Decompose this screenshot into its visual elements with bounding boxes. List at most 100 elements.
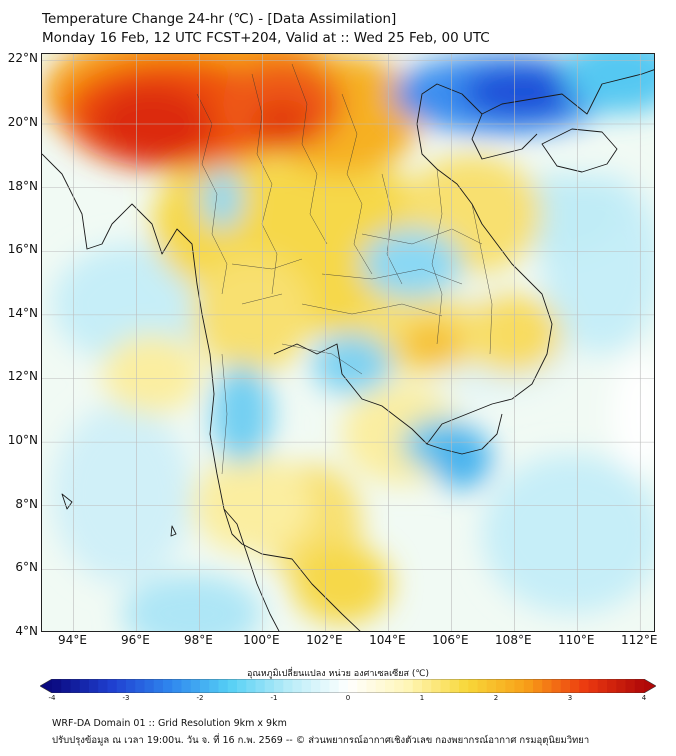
colorbar-segment	[570, 679, 580, 693]
colorbar-segment	[98, 679, 108, 693]
colorbar-segment	[311, 679, 321, 693]
colorbar-segment	[625, 679, 636, 693]
colorbar	[40, 679, 656, 693]
colorbar-segment	[440, 679, 451, 693]
colorbar-segment	[505, 679, 515, 693]
colorbar-segment	[588, 679, 599, 693]
latitude-label: 6°N	[15, 560, 38, 575]
colorbar-segment	[385, 679, 395, 693]
longitude-label: 100°E	[243, 633, 280, 647]
colorbar-segment	[348, 679, 358, 693]
colorbar-segment	[579, 679, 589, 693]
longitude-label: 98°E	[183, 633, 213, 647]
latitude-label: 16°N	[7, 242, 38, 257]
colorbar-title: อุณหภูมิเปลี่ยนแปลง หน่วย องศาเซลเซียส (…	[246, 669, 430, 679]
colorbar-segment	[338, 679, 349, 693]
colorbar-segment	[227, 679, 238, 693]
latitude-label: 4°N	[15, 624, 38, 638]
colorbar-segment	[283, 679, 293, 693]
colorbar-tick-label: 0	[345, 694, 351, 702]
colorbar-tick-label: 2	[493, 694, 499, 702]
colorbar-segment	[597, 679, 608, 693]
colorbar-segment	[320, 679, 330, 693]
colorbar-segment	[542, 679, 552, 693]
colorbar-segment	[190, 679, 201, 693]
colorbar-segment	[181, 679, 192, 693]
latitude-label: 14°N	[7, 305, 38, 320]
colorbar-min-arrow	[40, 679, 52, 693]
longitude-label: 112°E	[621, 633, 658, 647]
coastlines	[42, 69, 654, 631]
latitude-label: 8°N	[15, 496, 38, 511]
colorbar-segment	[616, 679, 626, 693]
longitude-label: 110°E	[558, 633, 595, 647]
temperature-field	[42, 54, 654, 631]
footer-model-info: WRF-DA Domain 01 :: Grid Resolution 9km …	[52, 718, 287, 729]
colorbar-max-arrow	[644, 679, 656, 693]
longitude-label: 94°E	[58, 633, 87, 647]
colorbar-segment	[449, 679, 460, 693]
colorbar-segment	[126, 679, 136, 693]
colorbar-tick-label: -1	[270, 694, 278, 702]
colorbar-segment	[551, 679, 562, 693]
colorbar-segment	[366, 679, 377, 693]
colorbar-segment	[431, 679, 441, 693]
colorbar-segment	[468, 679, 478, 693]
colorbar-segment	[329, 679, 340, 693]
colorbar-segment	[514, 679, 525, 693]
latitude-label: 10°N	[7, 433, 38, 448]
footer-credit: ปรับปรุงข้อมูล ณ เวลา 19:00น. วัน จ. ที่…	[52, 735, 590, 746]
colorbar-segment	[172, 679, 182, 693]
colorbar-tick-label: 4	[641, 694, 647, 702]
colorbar-segment	[237, 679, 247, 693]
map-title: Temperature Change 24-hr (℃) - [Data Ass…	[42, 11, 397, 27]
colorbar-segment	[301, 679, 312, 693]
colorbar-segment	[274, 679, 284, 693]
colorbar-segment	[403, 679, 414, 693]
latitude-label: 20°N	[7, 114, 38, 129]
colorbar-segment	[163, 679, 173, 693]
province-borders	[196, 63, 493, 475]
colorbar-segment	[218, 679, 229, 693]
colorbar-segment	[264, 679, 275, 693]
colorbar-segment	[375, 679, 386, 693]
longitude-label: 104°E	[369, 633, 406, 647]
colorbar-segment	[412, 679, 423, 693]
colorbar-tick-label: 3	[567, 694, 573, 702]
colorbar-segment	[607, 679, 617, 693]
colorbar-segment	[144, 679, 155, 693]
colorbar-segment	[459, 679, 469, 693]
colorbar-tick-label: -3	[122, 694, 130, 702]
colorbar-segment	[246, 679, 256, 693]
colorbar-segment	[523, 679, 534, 693]
longitude-label: 108°E	[495, 633, 532, 647]
colorbar-segment	[533, 679, 543, 693]
colorbar-segment	[560, 679, 571, 693]
colorbar-segment	[52, 679, 62, 693]
longitude-label: 106°E	[432, 633, 469, 647]
longitude-label: 102°E	[306, 633, 343, 647]
colorbar-segment	[79, 679, 90, 693]
colorbar-tick-label: -2	[196, 694, 204, 702]
colorbar-segment	[496, 679, 506, 693]
colorbar-segment	[135, 679, 145, 693]
colorbar-segment	[116, 679, 127, 693]
colorbar-segment	[357, 679, 367, 693]
colorbar-segment	[394, 679, 404, 693]
latitude-label: 18°N	[7, 178, 38, 193]
colorbar-segment	[89, 679, 99, 693]
temperature-map[interactable]	[41, 53, 655, 632]
colorbar-segment	[477, 679, 488, 693]
colorbar-segment	[486, 679, 497, 693]
graticule	[42, 54, 654, 631]
colorbar-tick-label: -4	[48, 694, 56, 702]
colorbar-segment	[422, 679, 432, 693]
colorbar-segment	[61, 679, 71, 693]
colorbar-segment	[255, 679, 266, 693]
latitude-label: 12°N	[7, 369, 38, 384]
map-subtitle: Monday 16 Feb, 12 UTC FCST+204, Valid at…	[42, 30, 490, 46]
colorbar-segment	[292, 679, 303, 693]
colorbar-segment	[209, 679, 219, 693]
colorbar-segment	[153, 679, 164, 693]
latitude-label: 22°N	[7, 51, 38, 66]
